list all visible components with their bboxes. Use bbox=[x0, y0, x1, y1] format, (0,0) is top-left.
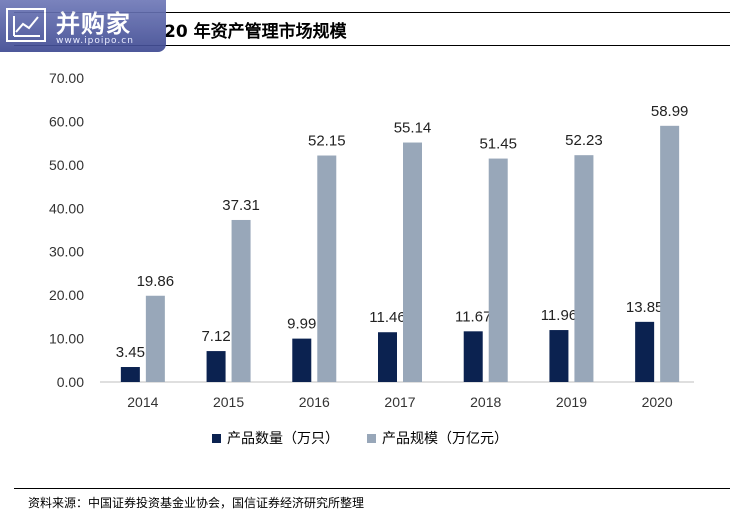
bar-series1 bbox=[292, 338, 312, 382]
data-label-series1: 7.12 bbox=[201, 328, 230, 345]
y-tick-label: 20.00 bbox=[49, 287, 84, 303]
legend-item-series1: 产品数量（万只） bbox=[212, 428, 339, 448]
x-tick-label: 2016 bbox=[299, 394, 330, 410]
bar-series2 bbox=[488, 158, 508, 382]
bar-series1 bbox=[463, 331, 483, 382]
data-label-series2: 51.45 bbox=[479, 136, 517, 153]
bar-series2 bbox=[403, 142, 422, 382]
y-tick-label: 10.00 bbox=[49, 331, 84, 347]
y-tick-label: 50.00 bbox=[49, 157, 84, 173]
logo-name: 并购家 bbox=[56, 10, 131, 38]
bar-series2 bbox=[660, 125, 680, 383]
legend-label-series2: 产品规模（万亿元） bbox=[382, 431, 508, 447]
data-label-series1: 3.45 bbox=[116, 344, 145, 361]
y-tick-label: 60.00 bbox=[49, 113, 84, 129]
legend-swatch-series1 bbox=[212, 433, 221, 443]
bar-series2 bbox=[317, 155, 337, 382]
x-tick-label: 2019 bbox=[556, 394, 587, 410]
watermark-logo: 并购家 www.ipoipo.cn bbox=[0, 0, 166, 52]
data-label-series1: 11.46 bbox=[369, 309, 405, 326]
y-tick-label: 30.00 bbox=[49, 244, 84, 260]
bar-series2 bbox=[231, 219, 251, 382]
chart-title: 20 年资产管理市场规模 bbox=[164, 22, 347, 42]
legend-label-series1: 产品数量（万只） bbox=[227, 431, 339, 447]
legend-swatch-series2 bbox=[367, 433, 376, 443]
data-label-series2: 55.14 bbox=[394, 120, 432, 137]
x-tick-label: 2018 bbox=[470, 394, 501, 410]
bar-series2 bbox=[574, 155, 594, 382]
x-tick-label: 2014 bbox=[127, 394, 158, 410]
bar-series1 bbox=[206, 351, 226, 382]
data-label-series2: 52.23 bbox=[565, 132, 603, 149]
source-note: 资料来源：中国证券投资基金业协会，国信证券经济研究所整理 bbox=[14, 488, 730, 511]
chart-legend: 产品数量（万只） 产品规模（万亿元） bbox=[212, 428, 508, 448]
chart-logo-icon bbox=[6, 8, 46, 42]
bar-series1 bbox=[120, 367, 140, 382]
legend-item-series2: 产品规模（万亿元） bbox=[367, 428, 508, 448]
data-label-series2: 37.31 bbox=[222, 197, 260, 214]
y-tick-label: 40.00 bbox=[49, 200, 84, 216]
title-bar: 20 年资产管理市场规模 bbox=[14, 12, 730, 46]
bar-series1 bbox=[635, 321, 655, 382]
x-tick-label: 2017 bbox=[384, 394, 415, 410]
data-label-series1: 11.67 bbox=[455, 308, 491, 325]
data-label-series2: 19.86 bbox=[137, 273, 175, 290]
bar-series1 bbox=[549, 330, 569, 382]
data-label-series1: 11.96 bbox=[541, 307, 577, 324]
source-text: 资料来源：中国证券投资基金业协会，国信证券经济研究所整理 bbox=[28, 496, 365, 510]
bar-series1 bbox=[378, 332, 397, 382]
x-tick-label: 2015 bbox=[213, 394, 244, 410]
bar-series2 bbox=[145, 295, 165, 382]
x-tick-label: 2020 bbox=[642, 394, 673, 410]
data-label-series1: 13.85 bbox=[626, 299, 664, 316]
y-tick-label: 70.00 bbox=[49, 70, 84, 86]
data-label-series2: 58.99 bbox=[651, 103, 689, 120]
logo-url: www.ipoipo.cn bbox=[56, 36, 134, 46]
data-label-series2: 52.15 bbox=[308, 133, 346, 150]
data-label-series1: 9.99 bbox=[287, 316, 316, 333]
y-tick-label: 0.00 bbox=[57, 374, 84, 390]
